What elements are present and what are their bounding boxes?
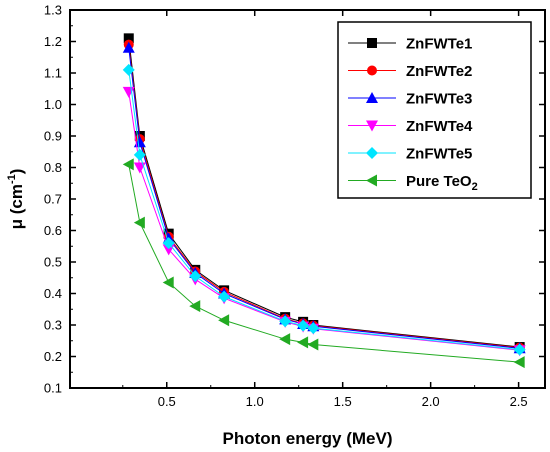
- y-tick-label: 0.2: [44, 349, 62, 364]
- legend-marker: [367, 65, 377, 76]
- data-point: [307, 322, 320, 335]
- y-tick-label: 1.2: [44, 34, 62, 49]
- y-tick-label: 1.0: [44, 97, 62, 112]
- series-6: [122, 158, 525, 369]
- x-tick-label: 2.0: [422, 394, 440, 409]
- data-point: [133, 216, 145, 229]
- x-tick-label: 1.5: [334, 394, 352, 409]
- x-tick-label: 0.5: [158, 394, 176, 409]
- y-axis-title-base: μ (cm: [7, 184, 26, 229]
- legend-entry: ZnFWTe1: [348, 36, 472, 53]
- y-tick-label: 0.3: [44, 318, 62, 333]
- data-point: [218, 290, 231, 303]
- data-point: [513, 356, 525, 369]
- legend-entry: ZnFWTe4: [348, 118, 473, 135]
- data-point: [189, 270, 202, 283]
- y-tick-label: 0.7: [44, 192, 62, 207]
- y-axis-title: μ (cm-1): [6, 169, 26, 230]
- y-axis-title-close: ): [7, 169, 26, 175]
- legend-label: ZnFWTe4: [406, 118, 473, 135]
- y-tick-label: 0.6: [44, 223, 62, 238]
- x-tick-label: 1.0: [246, 394, 264, 409]
- legend-marker: [366, 92, 378, 103]
- legend-label: ZnFWTe5: [406, 146, 472, 163]
- data-point: [162, 237, 175, 250]
- legend-label-base: Pure TeO: [406, 173, 472, 190]
- y-tick-label: 1.3: [44, 3, 62, 18]
- legend-label-subscript: 2: [472, 181, 478, 193]
- data-point: [162, 276, 174, 289]
- legend: ZnFWTe1 ZnFWTe2 ZnFWTe3 ZnFWTe4 ZnFWTe5 Pure …: [337, 21, 532, 199]
- legend-marker: [366, 174, 377, 187]
- y-tick-label: 0.4: [44, 286, 62, 301]
- data-point: [122, 63, 135, 76]
- data-point: [122, 158, 134, 171]
- data-point: [297, 336, 309, 349]
- legend-entry: ZnFWTe3: [348, 91, 472, 108]
- legend-marker: [366, 120, 378, 132]
- legend-label: Pure TeO2: [406, 173, 478, 193]
- y-tick-label: 0.8: [44, 160, 62, 175]
- series-5: [122, 63, 526, 356]
- legend-entry: ZnFWTe5: [348, 146, 472, 163]
- data-point: [279, 333, 291, 346]
- legend-label: ZnFWTe1: [406, 36, 472, 53]
- data-point: [513, 343, 526, 356]
- data-point: [189, 300, 201, 313]
- plot-area: [122, 33, 526, 369]
- y-axis-title-superscript: -1: [6, 174, 18, 184]
- legend-label: ZnFWTe2: [406, 63, 472, 80]
- x-axis-title: Photon energy (MeV): [222, 429, 392, 448]
- data-point: [133, 148, 146, 161]
- data-point: [297, 319, 310, 332]
- data-point: [307, 338, 319, 351]
- data-point: [218, 314, 230, 327]
- y-tick-label: 1.1: [44, 66, 62, 81]
- data-point: [279, 315, 292, 328]
- data-point: [123, 33, 134, 44]
- data-point: [122, 41, 135, 53]
- legend-entry: Pure TeO2: [348, 173, 478, 193]
- y-tick-label: 0.5: [44, 255, 62, 270]
- x-tick-label: 2.5: [510, 394, 528, 409]
- legend-label: ZnFWTe3: [406, 91, 472, 108]
- axes: 0.5 1.0 1.5 2.0 2.5 0.1 0.2 0.3 0.4 0.5 0.6 0.7 0.8 0…: [44, 3, 546, 409]
- legend-marker: [367, 38, 377, 48]
- legend-box: [337, 21, 532, 199]
- legend-entry: ZnFWTe2: [348, 63, 472, 80]
- legend-marker: [366, 147, 378, 159]
- y-tick-label: 0.1: [44, 381, 62, 396]
- y-tick-label: 0.9: [44, 129, 62, 144]
